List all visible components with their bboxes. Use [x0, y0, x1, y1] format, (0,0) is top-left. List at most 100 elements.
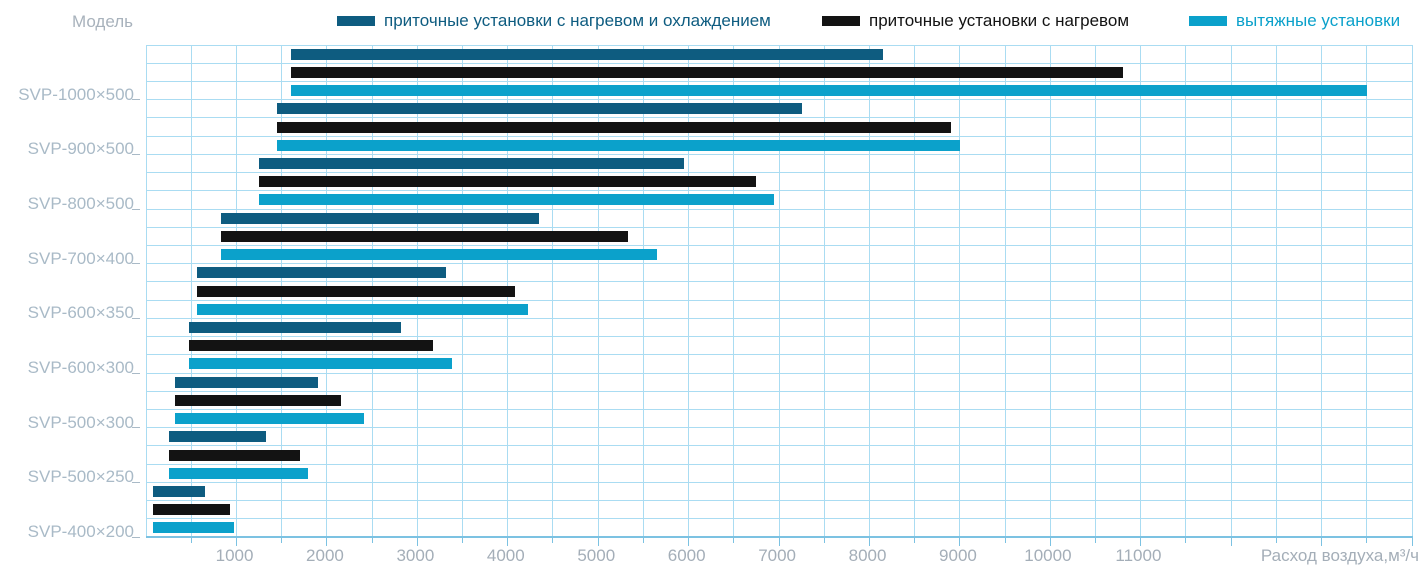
- gridline-horizontal: [146, 427, 1412, 429]
- range-bar: [259, 176, 757, 188]
- category-label: SVP-1000×500: [18, 84, 134, 104]
- y-axis-title: Модель: [72, 12, 134, 31]
- gridline-horizontal: [146, 281, 1412, 283]
- plot-area: [145, 44, 1413, 538]
- range-bar: [196, 267, 447, 279]
- gridline-vertical: [688, 45, 690, 537]
- legend-item-1: приточные установки с нагревом: [822, 11, 1129, 31]
- x-tick-major: [597, 538, 599, 546]
- x-tick-minor: [914, 538, 916, 543]
- x-tick-label: 3000: [396, 546, 435, 565]
- legend-swatch-icon: [822, 16, 860, 26]
- x-tick-major: [1411, 538, 1413, 546]
- category-tick: [132, 208, 140, 210]
- gridline-horizontal: [146, 336, 1412, 338]
- range-bar: [259, 157, 685, 169]
- x-tick-major: [507, 538, 509, 546]
- category-tick: [132, 536, 140, 538]
- category-label: SVP-700×400: [27, 248, 134, 268]
- gridline-horizontal: [146, 62, 1412, 64]
- gridline-horizontal: [146, 299, 1412, 301]
- category-label: SVP-400×200: [27, 521, 134, 541]
- category-tick: [132, 317, 140, 319]
- x-tick-minor: [190, 538, 192, 543]
- gridline-horizontal: [146, 117, 1412, 119]
- legend-swatch-icon: [337, 16, 375, 26]
- category-tick: [132, 263, 140, 265]
- gridline-vertical: [1095, 45, 1096, 537]
- range-bar: [221, 230, 628, 242]
- gridline-horizontal: [146, 208, 1412, 210]
- gridline-vertical: [868, 45, 870, 537]
- x-tick-major: [235, 538, 237, 546]
- x-tick-label: 9000: [939, 546, 977, 565]
- gridline-horizontal: [146, 226, 1412, 228]
- x-tick-label: 2000: [306, 546, 344, 565]
- gridline-horizontal: [146, 372, 1412, 374]
- gridline-horizontal: [146, 408, 1412, 410]
- range-bar: [168, 449, 300, 461]
- gridline-horizontal: [146, 135, 1412, 137]
- gridline-vertical: [1321, 45, 1323, 537]
- x-tick-major: [1321, 538, 1323, 546]
- x-tick-minor: [552, 538, 554, 543]
- range-bar: [277, 139, 960, 151]
- range-bar: [290, 85, 1367, 97]
- x-tick-major: [778, 538, 780, 546]
- gridline-vertical: [552, 45, 554, 537]
- category-tick: [132, 372, 140, 374]
- gridline-horizontal: [146, 390, 1412, 392]
- gridline-vertical: [778, 45, 780, 537]
- range-bar: [153, 522, 234, 534]
- range-bar: [189, 358, 452, 370]
- gridline-vertical: [1366, 45, 1368, 537]
- gridline-horizontal: [146, 354, 1412, 356]
- legend-swatch-icon: [1189, 16, 1227, 26]
- gridline-horizontal: [146, 481, 1412, 483]
- x-tick-minor: [1366, 538, 1368, 543]
- x-tick-minor: [733, 538, 735, 543]
- category-label: SVP-600×350: [27, 303, 134, 323]
- x-tick-minor: [823, 538, 825, 543]
- x-tick-label: 10000: [1024, 546, 1072, 565]
- x-tick-major: [868, 538, 870, 546]
- x-tick-label: 1000: [215, 546, 254, 565]
- x-tick-major: [1230, 538, 1232, 546]
- gridline-vertical: [1140, 45, 1142, 537]
- range-bar: [277, 121, 951, 133]
- gridline-horizontal: [146, 44, 1412, 46]
- gridline-horizontal: [146, 80, 1412, 82]
- range-bar: [153, 504, 231, 516]
- range-bar: [259, 194, 775, 206]
- gridline-vertical: [1230, 45, 1232, 537]
- x-tick-minor: [281, 538, 283, 543]
- gridline-vertical: [642, 45, 644, 537]
- range-bar: [175, 376, 318, 388]
- x-axis-ticks: 1000 2000 3000 4000 5000 6000 7000 8000 9000 1000…: [146, 538, 1413, 571]
- legend: приточные установки с нагревом и охлажде…: [0, 0, 1423, 40]
- gridline-vertical: [1049, 45, 1051, 537]
- x-tick-label: 4000: [486, 546, 525, 565]
- gridline-horizontal: [146, 445, 1412, 447]
- gridline-horizontal: [146, 244, 1412, 246]
- x-tick-minor: [1004, 538, 1006, 543]
- gridline-vertical: [1411, 45, 1413, 537]
- gridline-vertical: [823, 45, 825, 537]
- gridline-vertical: [1275, 45, 1277, 537]
- x-tick-major: [1140, 538, 1142, 546]
- gridline-vertical: [1004, 45, 1006, 537]
- x-tick-label: 8000: [848, 546, 887, 565]
- x-tick-label: 6000: [667, 546, 706, 565]
- legend-label: приточные установки с нагревом: [869, 11, 1130, 30]
- legend-item-0: приточные установки с нагревом и охлажде…: [337, 11, 771, 31]
- category-axis-labels: SVP-1000×500 SVP-900×500 SVP-800×500 SVP-70…: [0, 45, 140, 541]
- range-bar: [196, 285, 515, 297]
- x-tick-minor: [371, 538, 373, 543]
- legend-label: приточные установки с нагревом и охлажде…: [384, 11, 771, 30]
- gridline-vertical: [1185, 45, 1187, 537]
- x-tick-major: [959, 538, 961, 546]
- range-bar: [189, 321, 401, 333]
- x-tick-label: 5000: [577, 546, 616, 565]
- gridline-vertical: [145, 45, 147, 537]
- gridline-vertical: [959, 45, 961, 537]
